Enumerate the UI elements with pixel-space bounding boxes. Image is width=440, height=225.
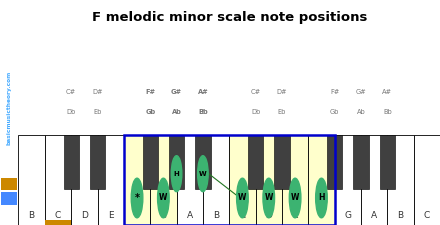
Text: B: B [29, 211, 35, 220]
Circle shape [290, 178, 301, 218]
Bar [203, 135, 229, 225]
Text: B: B [397, 211, 403, 220]
Text: H: H [318, 194, 325, 202]
Text: C: C [55, 211, 61, 220]
Text: Gb: Gb [145, 109, 155, 115]
Bar [256, 135, 282, 225]
Bar [380, 135, 395, 189]
Text: F: F [319, 211, 324, 220]
Text: D: D [81, 211, 88, 220]
Text: C: C [424, 211, 430, 220]
Text: Ab: Ab [356, 109, 365, 115]
Bar [387, 135, 414, 225]
Text: Db: Db [66, 109, 76, 115]
Text: W: W [291, 194, 299, 202]
Text: G: G [344, 211, 351, 220]
Text: Db: Db [251, 109, 260, 115]
Bar [98, 135, 124, 225]
Bar [229, 135, 256, 225]
Bar [169, 135, 184, 189]
Bar [1, 178, 17, 190]
Text: G#: G# [171, 89, 182, 95]
Text: C#: C# [66, 89, 76, 95]
Text: W: W [238, 194, 246, 202]
Bar [150, 135, 176, 225]
Text: C: C [239, 211, 246, 220]
Bar [248, 135, 263, 189]
Circle shape [131, 178, 143, 218]
Circle shape [237, 178, 248, 218]
Text: Eb: Eb [278, 109, 286, 115]
Text: basicmusictheory.com: basicmusictheory.com [7, 71, 12, 145]
Text: D: D [265, 211, 272, 220]
Circle shape [263, 178, 275, 218]
Circle shape [198, 156, 208, 192]
Circle shape [158, 178, 169, 218]
Text: D#: D# [92, 89, 103, 95]
Text: Eb: Eb [93, 109, 102, 115]
Bar [308, 135, 334, 225]
Text: A: A [371, 211, 377, 220]
Text: Ab: Ab [172, 109, 181, 115]
Text: Bb: Bb [198, 109, 208, 115]
Bar [124, 135, 334, 225]
Bar [45, 220, 71, 225]
Text: Bb: Bb [383, 109, 392, 115]
Bar [327, 135, 342, 189]
Bar [282, 135, 308, 225]
Bar [334, 135, 361, 225]
Text: Gb: Gb [330, 109, 339, 115]
Text: W: W [199, 171, 207, 177]
Text: A#: A# [382, 89, 392, 95]
Text: D#: D# [277, 89, 287, 95]
Text: W: W [264, 194, 273, 202]
Bar [124, 135, 150, 225]
Bar [71, 135, 98, 225]
Bar [45, 135, 71, 225]
Text: W: W [159, 194, 168, 202]
Bar [18, 135, 45, 225]
Text: B: B [213, 211, 219, 220]
Text: E: E [108, 211, 114, 220]
Bar [195, 135, 210, 189]
Circle shape [171, 156, 182, 192]
Bar [274, 135, 290, 189]
Bar [143, 135, 158, 189]
Text: *: * [135, 193, 139, 203]
Text: F#: F# [145, 89, 155, 95]
Text: F melodic minor scale note positions: F melodic minor scale note positions [92, 11, 367, 24]
Bar [90, 135, 105, 189]
Text: C#: C# [250, 89, 260, 95]
Bar [63, 135, 79, 189]
Text: G: G [160, 211, 167, 220]
Text: G#: G# [356, 89, 366, 95]
Bar [353, 135, 369, 189]
Bar [1, 192, 17, 205]
Text: H: H [174, 171, 180, 177]
Bar [176, 135, 203, 225]
Text: A#: A# [198, 89, 208, 95]
Bar [414, 135, 440, 225]
Text: F#: F# [330, 89, 339, 95]
Text: A: A [187, 211, 193, 220]
Circle shape [315, 178, 327, 218]
Text: F: F [135, 211, 139, 220]
Text: E: E [292, 211, 298, 220]
Bar [361, 135, 387, 225]
